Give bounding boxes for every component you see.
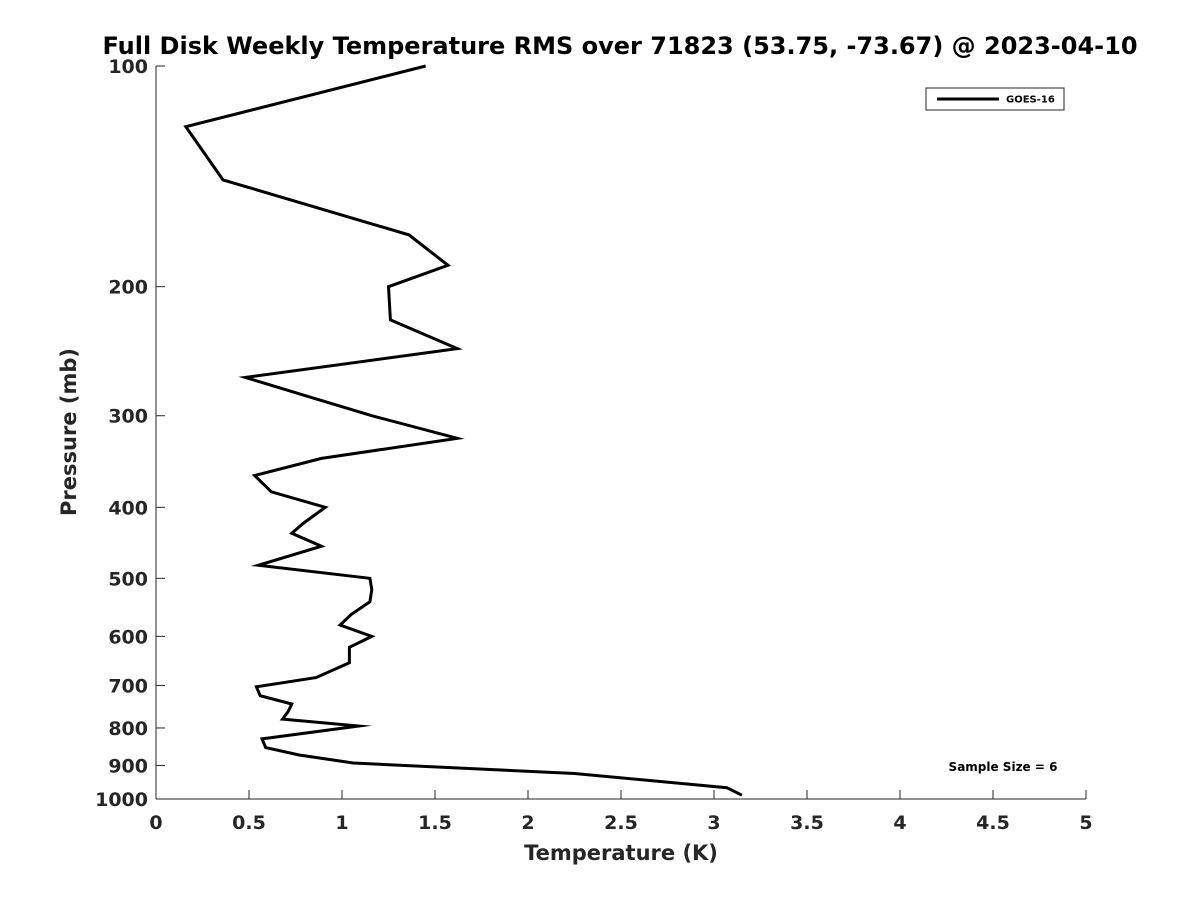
chart-title: Full Disk Weekly Temperature RMS over 71… <box>102 32 1137 60</box>
x-axis-ticks: 0 0.5 1 1.5 2 2.5 3 3.5 4 4.5 5 <box>149 790 1093 834</box>
x-tick-label: 3 <box>707 812 720 834</box>
y-tick-label: 500 <box>108 568 148 590</box>
x-tick-label: 5 <box>1079 812 1092 834</box>
x-tick-label: 0 <box>149 812 162 834</box>
y-tick-label: 300 <box>108 406 148 428</box>
x-tick-label: 2 <box>521 812 534 834</box>
legend: GOES-16 <box>925 87 1065 111</box>
y-tick-label: 900 <box>108 755 148 777</box>
sample-size-annotation: Sample Size = 6 <box>949 760 1058 774</box>
y-tick-label: 700 <box>108 675 148 697</box>
legend-label-goes-16: GOES-16 <box>1006 95 1055 106</box>
x-tick-label: 3.5 <box>790 812 824 834</box>
x-tick-label: 0.5 <box>232 812 266 834</box>
x-tick-label: 4.5 <box>976 812 1010 834</box>
x-tick-label: 1.5 <box>418 812 452 834</box>
y-tick-label: 200 <box>108 277 148 299</box>
series-line-goes-16 <box>183 64 743 797</box>
x-tick-label: 1 <box>335 812 348 834</box>
y-tick-label: 800 <box>108 718 148 740</box>
y-tick-label: 1000 <box>95 789 148 811</box>
plot-area: 0 0.5 1 1.5 2 2.5 3 3.5 4 4.5 5 100 200 300 400 500 600… <box>95 56 1093 834</box>
y-axis-label: Pressure (mb) <box>57 348 81 516</box>
y-tick-label: 400 <box>108 497 148 519</box>
y-tick-label: 100 <box>108 56 148 78</box>
series-layer <box>183 64 743 797</box>
x-axis-label: Temperature (K) <box>524 841 718 865</box>
y-tick-label: 600 <box>108 626 148 648</box>
x-tick-label: 2.5 <box>604 812 638 834</box>
y-axis-ticks: 100 200 300 400 500 600 700 800 900 1000 <box>95 56 165 811</box>
x-tick-label: 4 <box>893 812 906 834</box>
